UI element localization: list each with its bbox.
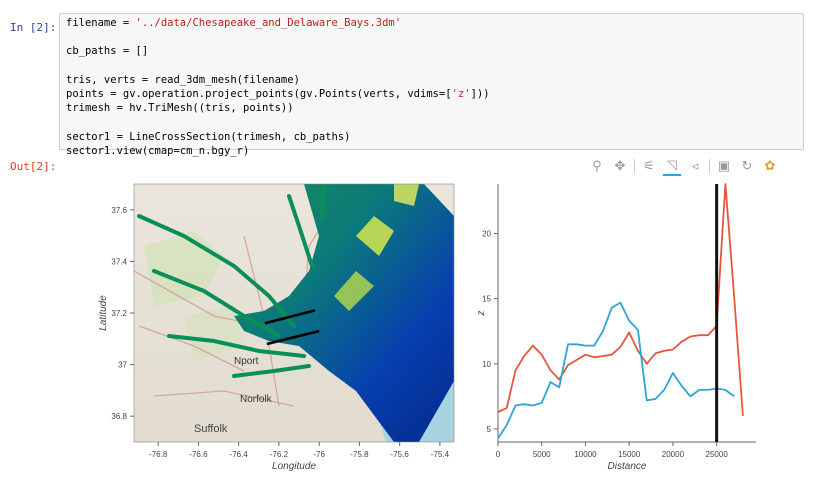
code-line xyxy=(66,59,490,73)
code-text: ])) xyxy=(470,87,490,100)
mesh-rivers xyxy=(137,184,326,378)
cross-section-plot[interactable]: 0 5000 10000 15000 20000 25000 5 10 15 20 Distanc… xyxy=(476,176,766,476)
toolbar-separator xyxy=(634,159,635,173)
map-x-tick-label: -76.4 xyxy=(230,450,249,459)
code-line: filename = '../data/Chesapeake_and_Delaw… xyxy=(66,16,490,30)
code-line xyxy=(66,115,490,129)
code-cell[interactable]: filename = '../data/Chesapeake_and_Delaw… xyxy=(59,13,804,157)
code-editor[interactable]: filename = '../data/Chesapeake_and_Delaw… xyxy=(66,16,490,158)
poly-draw-icon[interactable]: ◹ xyxy=(663,156,681,176)
line-x-axis-label: Distance xyxy=(608,461,647,472)
line-y-tick-label: 15 xyxy=(482,295,491,304)
map-y-tick-label: 37.4 xyxy=(111,257,127,266)
code-text: filename = xyxy=(66,17,136,29)
cross-section-path[interactable] xyxy=(266,329,320,346)
bokeh-logo-icon[interactable]: ✿ xyxy=(764,158,776,173)
data-series-line xyxy=(497,183,744,416)
toolbar-separator xyxy=(709,159,710,173)
code-string: 'z' xyxy=(451,87,471,100)
code-text: points = gv.operation.project_points(gv.… xyxy=(66,87,452,100)
map-x-tick-label: -76.6 xyxy=(189,450,208,459)
output-prompt: Out[2]: xyxy=(10,160,57,173)
map-x-tick-label: -76.8 xyxy=(149,450,168,459)
line-x-tick-label: 25000 xyxy=(706,450,729,459)
map-x-tick-label: -75.4 xyxy=(431,450,450,459)
basemap-vegetation xyxy=(184,306,244,361)
code-text: sector1 = LineCrossSection(trimesh, cb_p… xyxy=(66,130,351,143)
input-prompt: In [2]: xyxy=(10,21,57,34)
line-x-tick-label: 5000 xyxy=(533,450,551,459)
cross-section-path[interactable] xyxy=(264,309,316,325)
map-label-nport: Nport xyxy=(234,356,259,367)
data-series-line xyxy=(497,301,735,439)
line-y-axis-label: z xyxy=(476,311,487,317)
line-x-tick-label: 15000 xyxy=(618,450,641,459)
map-label-suffolk: Suffolk xyxy=(194,423,228,435)
reset-icon[interactable]: ↻ xyxy=(741,158,753,173)
mesh-shallows xyxy=(394,184,419,206)
mesh-bay xyxy=(234,184,454,442)
code-line: cb_paths = [] xyxy=(66,44,490,58)
map-x-tick-label: -76 xyxy=(313,450,325,459)
line-y-tick-label: 10 xyxy=(482,360,491,369)
line-y-tick-label: 5 xyxy=(487,425,492,434)
mesh-map-plot[interactable]: Nport Norfolk Suffolk -76.8 -76.6 -76.4 -76… xyxy=(94,176,464,476)
poly-edit-icon[interactable]: ◃ xyxy=(691,158,699,173)
map-y-tick-label: 36.8 xyxy=(111,412,127,421)
map-y-axis-label: Latitude xyxy=(98,295,109,331)
code-line: trimesh = hv.TriMesh((tris, points)) xyxy=(66,101,490,115)
map-x-tick-label: -75.8 xyxy=(350,450,369,459)
save-icon[interactable]: ▣ xyxy=(717,158,731,173)
mesh-shallows xyxy=(356,216,394,256)
code-line: points = gv.operation.project_points(gv.… xyxy=(66,87,490,101)
map-x-tick-label: -76.2 xyxy=(270,450,289,459)
mesh-shallows xyxy=(334,271,374,311)
box-zoom-icon[interactable]: ⚲ xyxy=(592,158,602,173)
code-text: tris, verts = read_3dm_mesh(filename) xyxy=(66,73,300,86)
map-x-tick-label: -75.6 xyxy=(391,450,410,459)
code-text: cb_paths = [] xyxy=(66,45,149,58)
line-x-tick-label: 10000 xyxy=(574,450,597,459)
plot-toolbar: ⚲ ✥ ⚟ ◹ ◃ ▣ ↻ ✿ xyxy=(588,156,779,176)
map-label-norfolk: Norfolk xyxy=(240,394,273,405)
code-text: trimesh = hv.TriMesh((tris, points)) xyxy=(66,102,294,115)
point-draw-icon[interactable]: ⚟ xyxy=(643,158,655,173)
map-x-axis-label: Longitude xyxy=(272,461,316,472)
line-y-tick-label: 20 xyxy=(482,230,491,239)
pan-icon[interactable]: ✥ xyxy=(614,158,626,173)
map-y-tick-label: 37.2 xyxy=(111,309,127,318)
line-plot-area xyxy=(498,184,756,442)
line-x-tick-label: 20000 xyxy=(662,450,685,459)
line-x-tick-label: 0 xyxy=(496,450,501,459)
code-text: sector1.view(cmap=cm_n.bgy_r) xyxy=(66,144,250,157)
code-line: sector1 = LineCrossSection(trimesh, cb_p… xyxy=(66,130,490,144)
code-line xyxy=(66,30,490,44)
code-string: '../data/Chesapeake_and_Delaware_Bays.3d… xyxy=(135,17,402,29)
map-y-tick-label: 37.6 xyxy=(111,206,127,215)
code-line: sector1.view(cmap=cm_n.bgy_r) xyxy=(66,144,490,158)
map-y-tick-label: 37 xyxy=(118,361,127,370)
code-line: tris, verts = read_3dm_mesh(filename) xyxy=(66,73,490,87)
